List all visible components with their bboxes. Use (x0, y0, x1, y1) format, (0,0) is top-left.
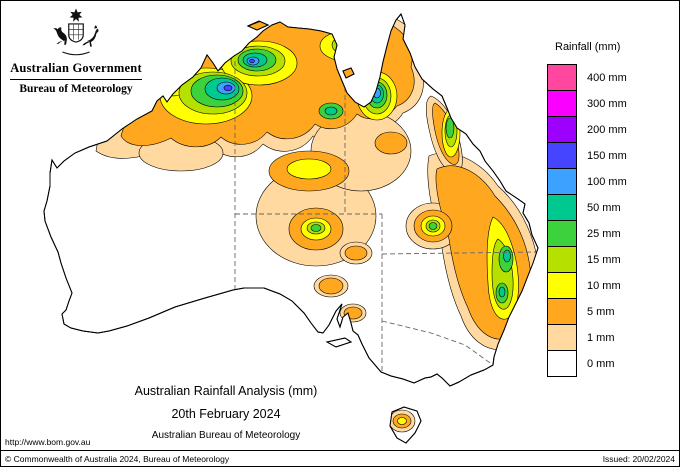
map-caption: Australian Rainfall Analysis (mm) 20th F… (56, 384, 396, 441)
legend-label: 0 mm (587, 357, 615, 370)
legend-item: 15 mm (547, 246, 675, 273)
legend-item: 300 mm (547, 90, 675, 117)
government-title: Australian Government (10, 61, 142, 75)
legend-label: 1 mm (587, 331, 615, 344)
legend-label: 400 mm (587, 71, 627, 84)
legend-swatch (547, 142, 577, 169)
bureau-logo-block: Australian Government Bureau of Meteorol… (9, 7, 143, 95)
rainfall-legend: Rainfall (mm) 400 mm 300 mm 200 mm 150 mm 10… (547, 41, 675, 377)
bureau-title: Bureau of Meteorology (19, 83, 133, 95)
legend-item: 150 mm (547, 142, 675, 169)
legend-label: 5 mm (587, 305, 615, 318)
legend-swatch (547, 324, 577, 351)
legend-label: 25 mm (587, 227, 621, 240)
legend-item: 50 mm (547, 194, 675, 221)
legend-swatch (547, 246, 577, 273)
legend-label: 10 mm (587, 279, 621, 292)
legend-label: 100 mm (587, 175, 627, 188)
caption-title: Australian Rainfall Analysis (mm) (134, 384, 318, 398)
footer-bar: © Commonwealth of Australia 2024, Bureau… (1, 450, 679, 466)
legend-swatch (547, 90, 577, 117)
issued-date: Issued: 20/02/2024 (602, 453, 675, 464)
legend-label: 150 mm (587, 149, 627, 162)
legend-swatch (547, 350, 577, 377)
legend-item: 1 mm (547, 324, 675, 351)
legend-swatch (547, 64, 577, 91)
copyright-text: © Commonwealth of Australia 2024, Bureau… (5, 453, 230, 464)
legend-item: 5 mm (547, 298, 675, 325)
legend-label: 200 mm (587, 123, 627, 136)
caption-date: 20th February 2024 (171, 407, 281, 421)
legend-swatch (547, 168, 577, 195)
legend-swatch (547, 220, 577, 247)
legend-items: 400 mm 300 mm 200 mm 150 mm 100 mm 50 mm 25 mm… (547, 64, 675, 377)
state-borders (234, 61, 537, 372)
legend-item: 100 mm (547, 168, 675, 195)
legend-label: 50 mm (587, 201, 621, 214)
legend-label: 300 mm (587, 97, 627, 110)
caption-org: Australian Bureau of Meteorology (151, 430, 301, 441)
legend-item: 10 mm (547, 272, 675, 299)
legend-swatch (547, 116, 577, 143)
legend-swatch (547, 194, 577, 221)
legend-title: Rainfall (mm) (555, 41, 621, 53)
legend-item: 0 mm (547, 350, 675, 377)
bom-url: http://www.bom.gov.au (5, 437, 91, 447)
legend-swatch (547, 272, 577, 299)
logo-divider (10, 79, 142, 80)
legend-item: 400 mm (547, 64, 675, 91)
legend-item: 200 mm (547, 116, 675, 143)
coat-of-arms-icon (53, 8, 99, 56)
legend-item: 25 mm (547, 220, 675, 247)
legend-label: 15 mm (587, 253, 621, 266)
legend-swatch (547, 298, 577, 325)
